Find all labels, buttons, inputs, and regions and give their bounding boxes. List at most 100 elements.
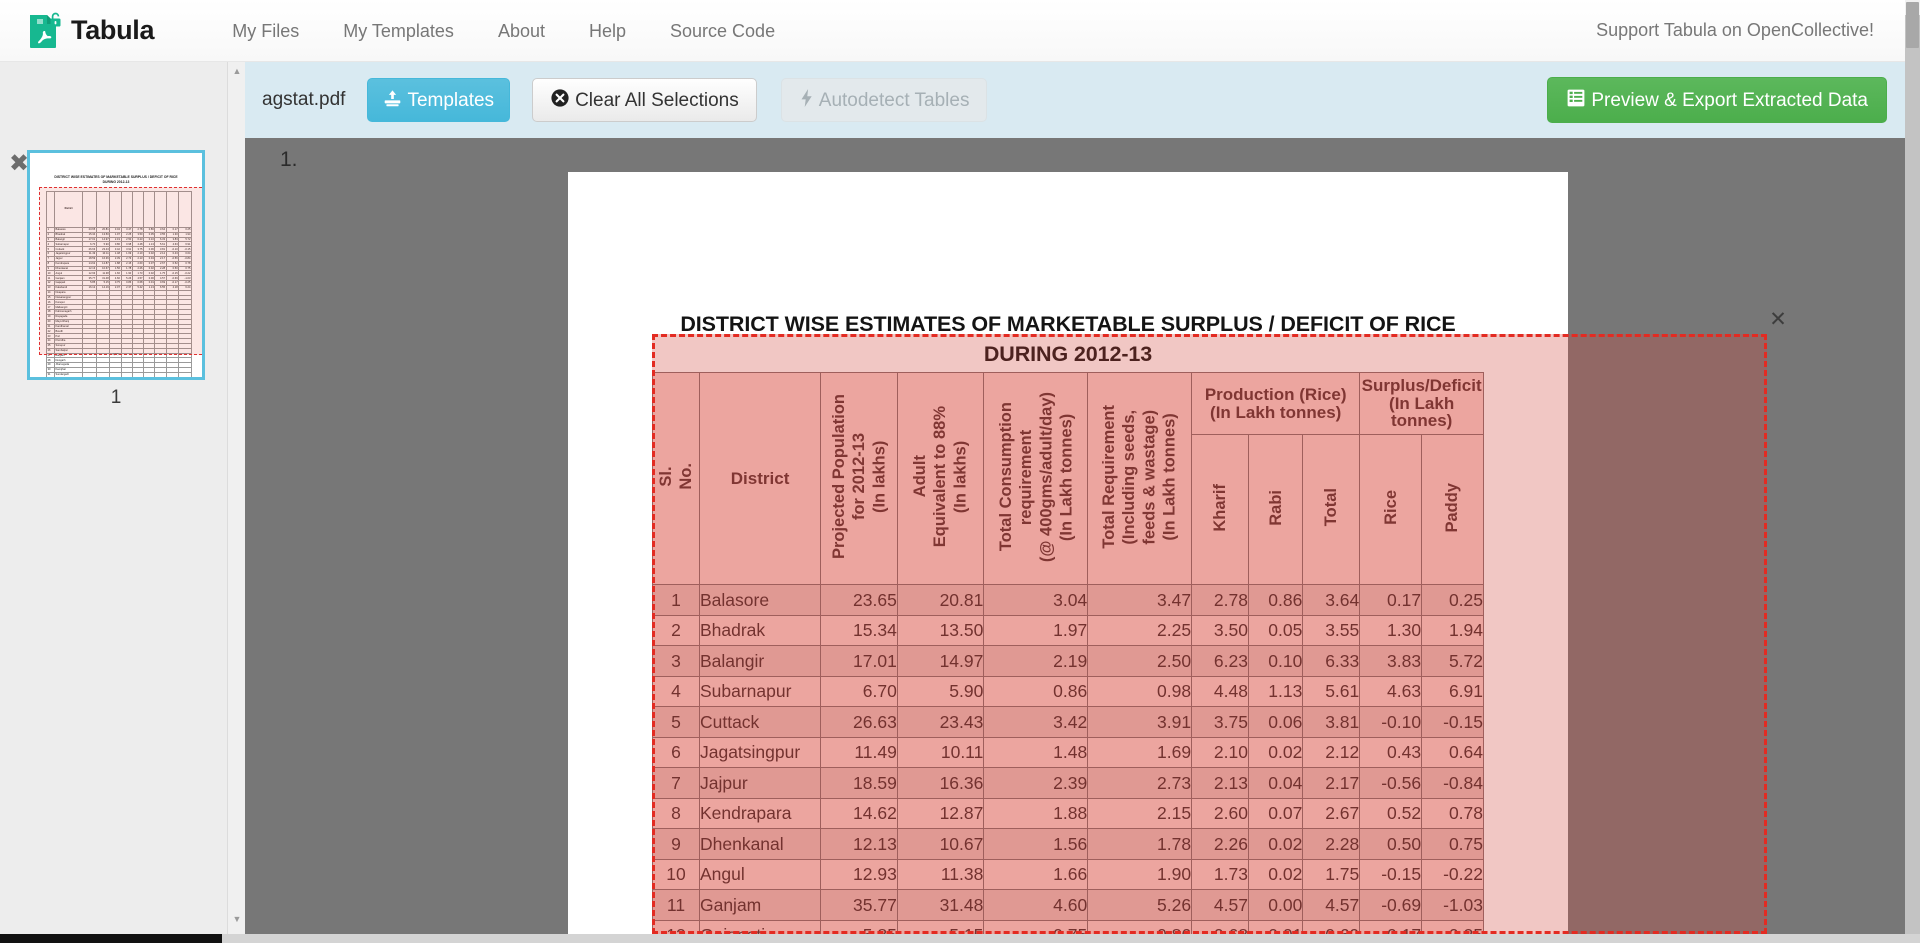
cell-value: 0.10 [1247, 645, 1304, 677]
cell-value: 0.86 [1247, 584, 1304, 616]
cell-value: 0.01 [1247, 919, 1304, 934]
cell-value: 17.01 [820, 645, 898, 677]
page-thumbnail-item[interactable]: DISTRICT WISE ESTIMATES OF MARKETABLE SU… [27, 150, 205, 409]
vertical-scrollbar-thumb[interactable] [1906, 2, 1919, 48]
nav-item-help[interactable]: Help [588, 20, 627, 41]
autodetect-tables-button[interactable]: Autodetect Tables [780, 78, 988, 122]
cell-value: -0.10 [1359, 706, 1423, 738]
cell-value: 1.56 [983, 828, 1089, 860]
table-row: 3 Balangir 17.01 14.97 2.19 2.50 6.23 0.10 6.33 3… [652, 645, 1484, 677]
triangle-up-icon[interactable]: ▲ [232, 66, 242, 76]
triangle-down-icon[interactable]: ▼ [232, 914, 242, 924]
col-header-paddy: Paddy [1421, 434, 1484, 585]
table-list-icon [1566, 88, 1586, 112]
cell-value: 2.12 [1302, 736, 1361, 768]
cell-value: 3.75 [1191, 706, 1249, 738]
cell-value: 3.55 [1302, 614, 1361, 646]
cell-value: 0.75 [983, 919, 1089, 934]
cell-value: 12.13 [820, 828, 898, 860]
sidebar-scrollbar[interactable]: ▲ ▼ [227, 62, 245, 934]
cell-value: 0.52 [1359, 797, 1423, 829]
col-header-total-requirement: Total Requirement (Including seeds, feed… [1087, 372, 1193, 585]
selection-close-icon[interactable]: ✕ [1769, 307, 1787, 331]
thumbnail-col-header [131, 191, 145, 228]
cell-value: 1.66 [983, 858, 1089, 890]
cell-value: 1.69 [1087, 736, 1193, 768]
pdf-table-title: DISTRICT WISE ESTIMATES OF MARKETABLE SU… [680, 312, 1456, 366]
preview-export-label: Preview & Export Extracted Data [1591, 89, 1868, 111]
window-horizontal-scrollbar[interactable] [0, 934, 1920, 943]
pdf-page[interactable]: DISTRICT WISE ESTIMATES OF MARKETABLE SU… [568, 172, 1568, 934]
col-group-header-surplus-deficit: Surplus/Deficit (In Lakh tonnes) [1359, 372, 1484, 435]
thumbnail-col-header [120, 191, 133, 228]
cell-district: Dhenkanal [698, 828, 822, 860]
col-header-rabi: Rabi [1247, 434, 1304, 585]
nav-item-source-code[interactable]: Source Code [670, 20, 776, 41]
circle-x-icon [550, 88, 570, 112]
cell-value: 2.15 [1087, 797, 1193, 829]
cell-value: 2.73 [1087, 767, 1193, 799]
cell-district: Angul [698, 858, 822, 890]
cell-value: 2.78 [1191, 584, 1249, 616]
primary-navigation: My Files My Templates About Help Source … [210, 0, 797, 62]
brand-logo-link[interactable]: Tabula [28, 12, 155, 50]
templates-button[interactable]: Templates [367, 78, 511, 122]
autodetect-tables-label: Autodetect Tables [818, 89, 970, 111]
clear-all-selections-label: Clear All Selections [575, 89, 739, 111]
cell-value: 1.30 [1359, 614, 1423, 646]
thumbnail-table: District 1 Balasore 23.65 20.81 3.04 3.47 2.78… [46, 191, 192, 377]
cell-district: Balangir [698, 645, 822, 677]
cell-value: -0.15 [1421, 706, 1484, 738]
nav-item-my-files[interactable]: My Files [232, 20, 300, 41]
window-vertical-scrollbar[interactable]: ▲ [1905, 0, 1920, 943]
page-thumbnail-preview[interactable]: DISTRICT WISE ESTIMATES OF MARKETABLE SU… [27, 150, 205, 380]
horizontal-scrollbar-thumb[interactable] [0, 934, 222, 943]
cell-value: -0.69 [1359, 889, 1423, 921]
nav-item-my-templates[interactable]: My Templates [343, 20, 454, 41]
cell-value: 0.02 [1247, 736, 1304, 768]
lightning-bolt-icon [799, 88, 814, 112]
col-header-sl-no: Sl. No. [652, 372, 700, 585]
cell-district: Cuttack [698, 706, 822, 738]
nav-item-about[interactable]: About [497, 20, 545, 41]
table-row: 2 Bhadrak 15.34 13.50 1.97 2.25 3.50 0.05 3.55 1.… [652, 614, 1484, 646]
thumbnail-col-header [109, 191, 122, 228]
table-selection-rectangle[interactable]: ✕ [652, 309, 1787, 934]
table-row: 11 Ganjam 35.77 31.48 4.60 5.26 4.57 0.00 4.57 -0… [652, 889, 1484, 921]
cell-value: 5.26 [1087, 889, 1193, 921]
cell-value: 26.63 [820, 706, 898, 738]
cell-value: 2.39 [983, 767, 1089, 799]
cell-value: 0.68 [1191, 919, 1249, 934]
cell-sl-no: 7 [652, 767, 700, 799]
support-opencollective-link[interactable]: Support Tabula on OpenCollective! [1596, 20, 1874, 40]
cell-value: 0.78 [1421, 797, 1484, 829]
page-thumbnail-sidebar: ✖ DISTRICT WISE ESTIMATES OF MARKETABLE … [0, 62, 245, 934]
pdf-unlock-icon [28, 12, 62, 50]
col-header-district: District [698, 372, 822, 585]
thumbnail-table-row: 19 Rayagada [46, 313, 192, 320]
cell-value: 1.48 [983, 736, 1089, 768]
filename-label: agstat.pdf [262, 89, 346, 110]
cell-value: 2.13 [1191, 767, 1249, 799]
cell-value: -0.17 [1359, 919, 1423, 934]
table-row: 10 Angul 12.93 11.38 1.66 1.90 1.73 0.02 1.75 -0.… [652, 858, 1484, 890]
cell-value: 0.43 [1359, 736, 1423, 768]
cell-value: 5.15 [896, 919, 985, 934]
cell-value: 0.17 [1359, 584, 1423, 616]
cell-value: 3.42 [983, 706, 1089, 738]
thumbnail-table-row: 5 Cuttack 26.63 23.43 3.42 3.91 3.75 0.06 3.81 -0… [46, 246, 192, 253]
table-row: 4 Subarnapur 6.70 5.90 0.86 0.98 4.48 1.13 5.61 4… [652, 675, 1484, 707]
cell-value: -0.84 [1421, 767, 1484, 799]
pdf-viewer-canvas[interactable]: 1. DISTRICT WISE ESTIMATES OF MARKETABLE… [245, 138, 1905, 934]
page-index-label: 1. [280, 148, 298, 171]
cell-district: Gajapati [698, 919, 822, 934]
cell-value: 6.91 [1421, 675, 1484, 707]
cell-value: 2.28 [1302, 828, 1361, 860]
cell-value: 13.50 [896, 614, 985, 646]
cell-value: 15.34 [820, 614, 898, 646]
preview-export-button[interactable]: Preview & Export Extracted Data [1547, 77, 1887, 123]
clear-all-selections-button[interactable]: Clear All Selections [532, 78, 757, 122]
cell-value: 11.38 [896, 858, 985, 890]
thumbnail-table-row: 12 Gajapati 5.85 5.15 0.75 0.86 0.68 0.01 0.69 -0… [46, 280, 192, 286]
sidebar-close-icon[interactable]: ✖ [8, 149, 30, 177]
